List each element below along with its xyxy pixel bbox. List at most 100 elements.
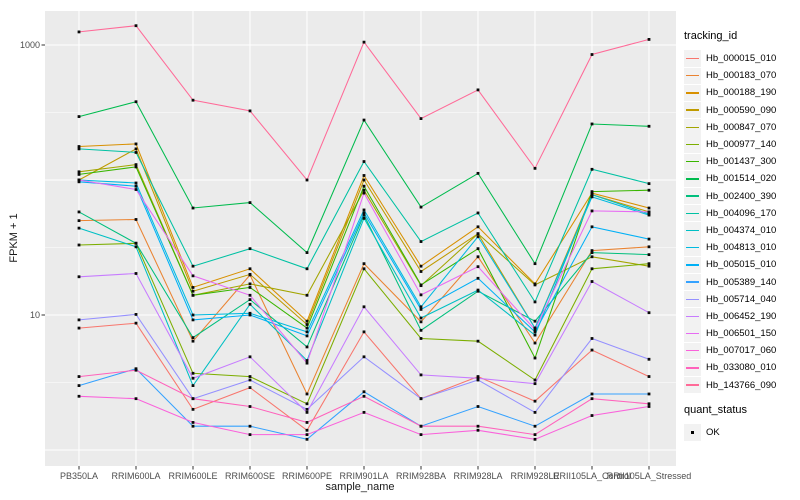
legend-item-label: Hb_006501_150 (706, 328, 777, 340)
data-point (533, 378, 537, 382)
data-point (77, 180, 81, 184)
data-point (134, 367, 138, 371)
legend-item-label: Hb_000847_070 (706, 121, 777, 133)
legend-line-icon (686, 384, 699, 386)
data-point (362, 262, 366, 266)
data-point (362, 330, 366, 334)
x-tick-label: PB350LA (59, 471, 99, 481)
data-point (248, 311, 252, 315)
legend-item-label: Hb_001514_020 (706, 173, 777, 185)
data-point (77, 375, 81, 378)
legend-item-quant-ok: OK (684, 424, 798, 441)
data-point (248, 405, 252, 408)
data-point (362, 305, 366, 309)
legend-line-icon (686, 246, 699, 249)
data-point (191, 318, 195, 322)
data-point (533, 326, 537, 330)
data-point (191, 289, 195, 293)
data-point (305, 428, 309, 432)
data-point (590, 337, 594, 340)
data-point (476, 265, 480, 269)
data-point (590, 267, 594, 271)
legend-item: Hb_000847_070 (684, 119, 798, 136)
data-point (362, 211, 366, 215)
data-point (77, 219, 81, 223)
legend-line-icon (686, 143, 699, 146)
data-point (419, 240, 423, 243)
legend-key (684, 67, 701, 84)
data-point (362, 178, 366, 182)
x-tick-label: RRII105LA_Stressed (606, 471, 692, 481)
data-point (647, 357, 651, 361)
data-point (590, 414, 594, 417)
legend-key (684, 101, 701, 119)
legend-line-icon (686, 178, 699, 180)
data-point (77, 115, 81, 118)
data-point (77, 147, 81, 151)
legend-line-icon (686, 161, 699, 163)
data-point (590, 193, 594, 196)
data-point (77, 173, 81, 176)
y-tick-label-1000: 1000 (19, 40, 40, 50)
data-point (134, 100, 138, 104)
data-point (476, 232, 480, 236)
data-point (362, 174, 366, 177)
data-point (590, 392, 594, 396)
legend-item-label: Hb_005714_040 (706, 293, 777, 305)
data-point (419, 433, 423, 437)
legend-line-icon (686, 92, 699, 94)
data-point (77, 275, 81, 279)
legend-item-label: Hb_005015_010 (706, 259, 777, 271)
data-point (476, 171, 480, 175)
legend-item-label: Hb_000977_140 (706, 139, 777, 151)
data-point (476, 276, 480, 280)
data-point (419, 270, 423, 273)
data-point (647, 182, 651, 186)
data-point (77, 318, 81, 322)
x-tick-label: RRII105LA_Control (552, 471, 632, 481)
data-point (305, 326, 309, 330)
legend-line-icon (686, 264, 699, 266)
data-point (191, 376, 195, 380)
data-point (590, 167, 594, 171)
legend-line-icon (686, 126, 699, 129)
data-point (362, 394, 366, 398)
data-point (362, 160, 366, 163)
legend-item-label: Hb_004813_010 (706, 242, 777, 254)
data-point (77, 178, 81, 182)
legend-item: Hb_000590_090 (684, 101, 798, 119)
point-marker-icon (690, 430, 695, 435)
data-point (419, 205, 423, 209)
data-point (77, 394, 81, 398)
legend-item: Hb_000977_140 (684, 136, 798, 153)
data-point (647, 210, 651, 214)
data-point (590, 397, 594, 401)
data-point (248, 355, 252, 359)
data-point (476, 235, 480, 239)
data-point (533, 399, 537, 403)
legend-key (684, 291, 701, 308)
legend-item-label: Hb_004096_170 (706, 207, 777, 219)
data-point (134, 272, 138, 275)
data-point (533, 333, 537, 337)
data-point (362, 184, 366, 188)
data-point (248, 282, 252, 286)
data-point (533, 437, 537, 441)
data-point (134, 368, 138, 372)
data-point (647, 38, 651, 41)
legend-item: Hb_007017_060 (684, 342, 798, 359)
data-point (305, 433, 309, 437)
data-point (647, 253, 651, 257)
data-point (647, 188, 651, 192)
data-point (305, 410, 309, 414)
data-point (647, 124, 651, 128)
data-point (476, 428, 480, 432)
data-point (191, 421, 195, 424)
data-point (191, 286, 195, 289)
x-tick-label: RRIM600PE (281, 471, 333, 481)
data-point (476, 211, 480, 215)
legend-line-icon (686, 367, 699, 369)
data-point (134, 165, 138, 169)
data-point (362, 355, 366, 359)
data-point (191, 407, 195, 411)
